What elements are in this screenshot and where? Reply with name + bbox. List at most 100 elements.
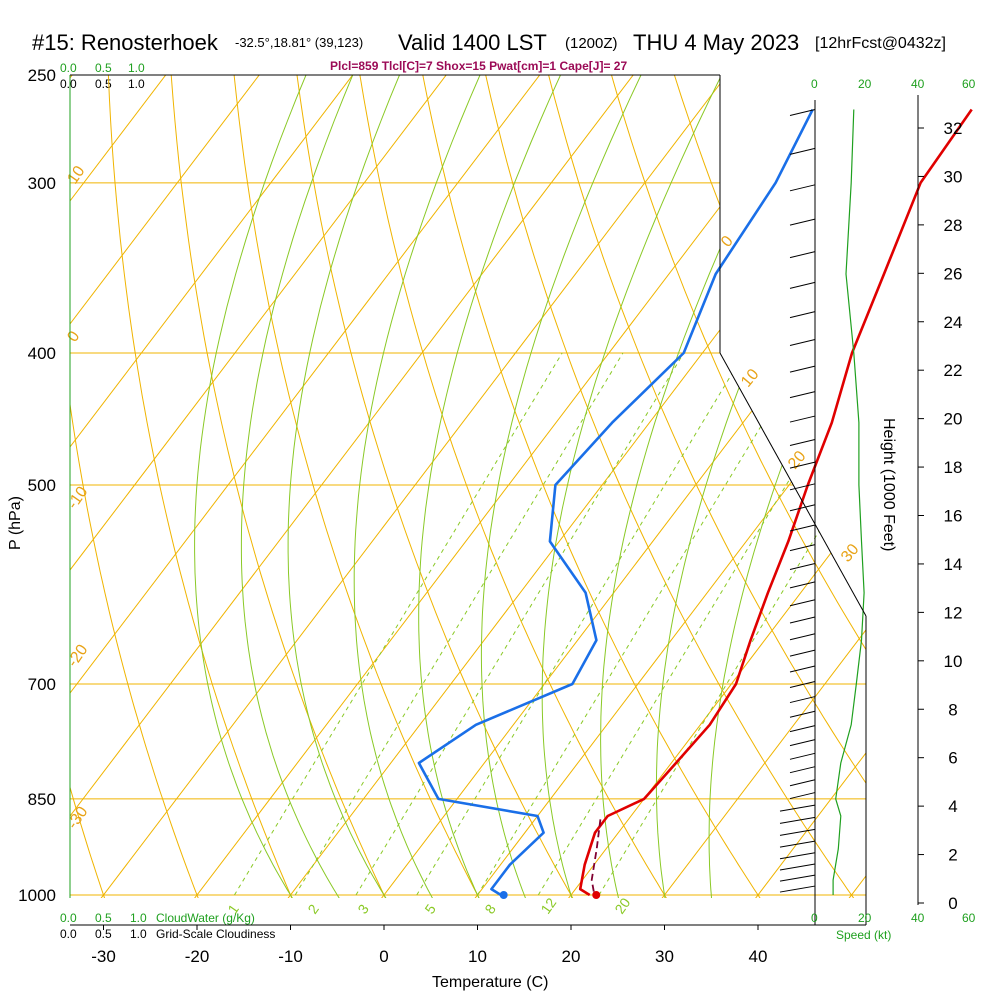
surface-dewpoint-dot xyxy=(499,891,508,899)
top-sp-2: 40 xyxy=(911,77,925,91)
valid-zulu: (1200Z) xyxy=(565,35,618,52)
height-tick-label: 10 xyxy=(944,652,963,671)
wind-barb xyxy=(789,365,816,373)
height-tick-label: 0 xyxy=(948,894,957,913)
mixing-ratio-label: 5 xyxy=(421,901,439,917)
parcel-line xyxy=(590,819,602,896)
y-tick-label: 700 xyxy=(28,675,56,694)
top-cw-0: 0.0 xyxy=(60,61,77,75)
wind-barb xyxy=(789,461,816,469)
wind-barb xyxy=(789,524,816,532)
wind-barb xyxy=(779,840,816,848)
grid-clip xyxy=(70,75,866,898)
wind-barb xyxy=(789,665,816,673)
height-tick-label: 16 xyxy=(944,507,963,526)
height-tick-label: 18 xyxy=(944,458,963,477)
bottom-cloudiness-scale: 0.0 0.5 1.0 Grid-Scale Cloudiness xyxy=(60,927,275,941)
wind-barb xyxy=(789,218,816,226)
isotherm-label: 20 xyxy=(785,448,810,473)
wind-barb xyxy=(779,804,816,812)
y-tick-label: 250 xyxy=(28,66,56,85)
wind-barb xyxy=(789,779,816,787)
bot-cw-0: 0.0 xyxy=(60,911,77,925)
bot-sp-1: 20 xyxy=(858,911,872,925)
isotherm-line xyxy=(642,75,866,898)
wind-barb xyxy=(789,483,816,491)
bot-cl-0: 0.0 xyxy=(60,927,77,941)
moist-adiabat xyxy=(418,75,573,898)
isotherm-line xyxy=(268,75,866,898)
x-tick-label: 40 xyxy=(749,947,768,966)
bot-cw-label: CloudWater (g/Kg) xyxy=(156,911,255,925)
wind-barb xyxy=(789,504,816,512)
top-cloudwater-scale: 0.0 0.5 1.0 xyxy=(60,61,145,75)
bottom-speed-scale: 0 20 40 60 Speed (kt) xyxy=(811,911,976,942)
wind-barb xyxy=(779,874,816,882)
wind-speed-line xyxy=(832,109,865,895)
top-cloudiness-scale: 0.0 0.5 1.0 xyxy=(60,77,145,91)
isotherm-line xyxy=(548,75,866,898)
height-tick-label: 28 xyxy=(944,216,963,235)
x-tick-label: -30 xyxy=(91,947,116,966)
wind-barb xyxy=(779,828,816,836)
y-axis-label: P (hPa) xyxy=(7,496,24,550)
top-cl-1: 0.5 xyxy=(95,77,112,91)
mixing-ratio-line xyxy=(477,352,806,896)
dry-adiabat xyxy=(417,75,778,898)
moist-adiabat xyxy=(708,75,866,898)
isotherm-line xyxy=(70,75,465,898)
bot-cl-1: 0.5 xyxy=(95,927,112,941)
y-tick-label: 1000 xyxy=(18,886,56,905)
wind-barb xyxy=(789,391,816,399)
moist-adiabat xyxy=(240,75,364,898)
height-tick-label: 12 xyxy=(944,603,963,622)
wind-barb xyxy=(789,108,816,116)
wind-barb xyxy=(789,725,816,733)
isotherm-line xyxy=(70,75,559,898)
isotherm-label: 10 xyxy=(64,163,88,187)
bot-sp-3: 60 xyxy=(962,911,976,925)
y-tick-label: 500 xyxy=(28,476,56,495)
dewpoint-line xyxy=(417,108,814,897)
y-tick-label: 400 xyxy=(28,344,56,363)
wind-barb xyxy=(789,251,816,259)
x-axis-ticks: -30 -20 -10 0 10 20 30 40 xyxy=(91,925,767,966)
top-sp-3: 60 xyxy=(962,77,976,91)
bot-cl-2: 1.0 xyxy=(130,927,147,941)
wind-barb xyxy=(779,852,816,860)
wind-barb xyxy=(789,696,816,704)
wind-barb xyxy=(789,792,816,800)
x-tick-label: 0 xyxy=(379,947,388,966)
wind-barb xyxy=(789,339,816,347)
plot-right-diagonal xyxy=(719,352,867,617)
bot-sp-label: Speed (kt) xyxy=(836,928,891,942)
mixing-ratio-label: 2 xyxy=(304,901,322,917)
dry-adiabat xyxy=(293,75,589,898)
dry-adiabat xyxy=(480,75,866,898)
top-cl-2: 1.0 xyxy=(128,77,145,91)
bottom-cloudwater-scale: 0.0 0.5 1.0 CloudWater (g/Kg) xyxy=(60,911,255,925)
y-tick-label: 300 xyxy=(28,174,56,193)
top-speed-scale: 0 20 40 60 xyxy=(811,77,976,91)
bot-cw-1: 0.5 xyxy=(95,911,112,925)
wind-barb xyxy=(779,863,816,871)
isotherm-label: 0 xyxy=(64,328,83,345)
mixing-ratio-line xyxy=(355,352,685,896)
surface-temperature-dot xyxy=(592,891,601,899)
moist-adiabat xyxy=(287,75,411,898)
mixing-ratio-line xyxy=(233,352,563,896)
dry-adiabat xyxy=(542,75,866,898)
wind-barb xyxy=(789,415,816,423)
isotherm-line xyxy=(361,75,866,898)
wind-barb xyxy=(789,649,816,657)
mixing-ratio-label: 3 xyxy=(354,901,372,917)
isotherm-line xyxy=(70,75,185,898)
top-cw-1: 0.5 xyxy=(95,61,112,75)
moist-adiabat xyxy=(541,75,735,898)
forecast-date: THU 4 May 2023 xyxy=(633,30,799,55)
x-tick-label: -10 xyxy=(278,947,303,966)
x-axis-label: Temperature (C) xyxy=(432,974,548,991)
wind-barb xyxy=(789,599,816,607)
